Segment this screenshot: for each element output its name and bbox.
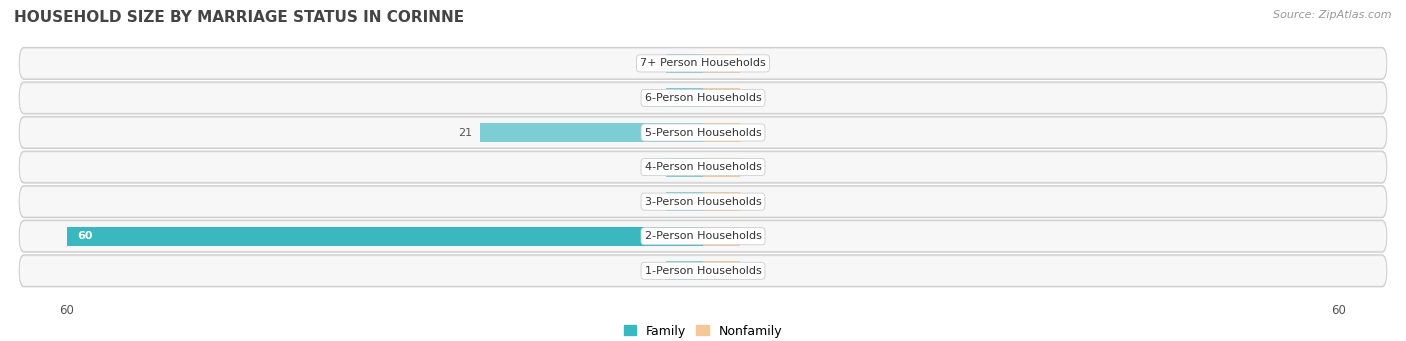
FancyBboxPatch shape [20, 117, 1386, 148]
Bar [703, 54, 740, 73]
Bar [703, 261, 740, 280]
FancyBboxPatch shape [20, 152, 1386, 182]
Text: 0: 0 [651, 162, 658, 172]
Bar [67, 227, 703, 246]
FancyBboxPatch shape [20, 222, 1386, 251]
Bar [703, 88, 740, 107]
Text: 0: 0 [748, 162, 755, 172]
Bar [666, 88, 703, 107]
FancyBboxPatch shape [20, 186, 1386, 218]
Text: HOUSEHOLD SIZE BY MARRIAGE STATUS IN CORINNE: HOUSEHOLD SIZE BY MARRIAGE STATUS IN COR… [14, 10, 464, 25]
Text: 0: 0 [748, 58, 755, 69]
FancyBboxPatch shape [20, 49, 1386, 78]
Bar [666, 158, 703, 177]
Bar [703, 227, 740, 246]
Bar [666, 54, 703, 73]
Bar [666, 192, 703, 211]
Bar [481, 123, 703, 142]
FancyBboxPatch shape [20, 256, 1386, 285]
FancyBboxPatch shape [20, 220, 1386, 252]
Text: 5-Person Households: 5-Person Households [644, 128, 762, 137]
Text: 1-Person Households: 1-Person Households [644, 266, 762, 276]
FancyBboxPatch shape [20, 151, 1386, 183]
Text: 7+ Person Households: 7+ Person Households [640, 58, 766, 69]
Bar [703, 123, 740, 142]
FancyBboxPatch shape [20, 47, 1386, 79]
FancyBboxPatch shape [20, 118, 1386, 147]
Legend: Family, Nonfamily: Family, Nonfamily [619, 320, 787, 341]
Text: 0: 0 [748, 231, 755, 241]
Text: 60: 60 [77, 231, 93, 241]
FancyBboxPatch shape [20, 84, 1386, 113]
Text: 4-Person Households: 4-Person Households [644, 162, 762, 172]
Text: Source: ZipAtlas.com: Source: ZipAtlas.com [1274, 10, 1392, 20]
Text: 0: 0 [651, 197, 658, 207]
Text: 0: 0 [748, 266, 755, 276]
Text: 3-Person Households: 3-Person Households [644, 197, 762, 207]
Bar [703, 192, 740, 211]
Text: 0: 0 [748, 128, 755, 137]
Text: 21: 21 [458, 128, 472, 137]
FancyBboxPatch shape [20, 187, 1386, 216]
Text: 0: 0 [748, 197, 755, 207]
Bar [666, 261, 703, 280]
Bar [703, 158, 740, 177]
Text: 6-Person Households: 6-Person Households [644, 93, 762, 103]
FancyBboxPatch shape [20, 255, 1386, 287]
Text: 0: 0 [651, 93, 658, 103]
Text: 0: 0 [651, 58, 658, 69]
Text: 0: 0 [748, 93, 755, 103]
FancyBboxPatch shape [20, 82, 1386, 114]
Text: 0: 0 [651, 266, 658, 276]
Text: 2-Person Households: 2-Person Households [644, 231, 762, 241]
